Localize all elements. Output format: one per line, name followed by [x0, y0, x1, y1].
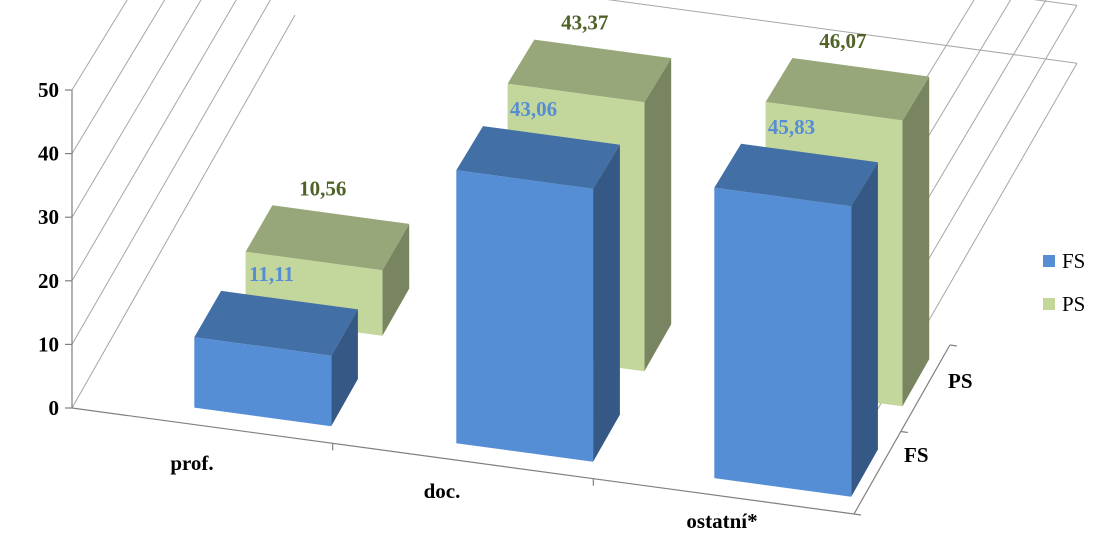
bar-front-face — [714, 187, 852, 497]
bar-side-face — [382, 223, 410, 336]
bar-front-face — [194, 337, 332, 427]
gridline-side — [71, 0, 202, 218]
gridline-back — [1033, 0, 1078, 6]
bar-side-face — [902, 76, 930, 407]
category-label: prof. — [170, 451, 213, 475]
bar-top-face — [765, 58, 930, 121]
data-label: 43,37 — [561, 11, 608, 35]
gridline-back — [607, 0, 1078, 64]
gridline-side — [71, 14, 296, 409]
bar-front-face — [456, 170, 594, 462]
bars-layer — [194, 39, 930, 497]
legend-label-ps: PS — [1062, 292, 1085, 316]
bar-top-face — [714, 143, 878, 207]
gridline-side — [71, 0, 128, 91]
y-tick-label: 50 — [38, 78, 59, 102]
legend-label-fs: FS — [1062, 249, 1085, 273]
labels-layer: 0 10 20 30 40 50 prof. doc. ostatní* FS PS 10,56 43,… — [38, 11, 973, 533]
bar-top-face — [194, 290, 358, 356]
bar-fs-2 — [714, 143, 878, 497]
gridline-side — [71, 0, 237, 282]
category-label: doc. — [424, 479, 461, 503]
y-tick-label: 40 — [38, 142, 59, 166]
data-label: 46,07 — [819, 29, 866, 53]
category-label: ostatní* — [686, 509, 757, 533]
depth-label: FS — [904, 443, 929, 467]
bar-fs-1 — [456, 126, 620, 462]
depth-tick-mark — [853, 513, 862, 516]
bar-side-face — [644, 58, 672, 372]
y-tick-label: 0 — [49, 396, 60, 420]
x-axis-line — [71, 407, 855, 515]
gridline-side — [71, 0, 166, 154]
legend-swatch-fs — [1043, 255, 1055, 267]
y-tick-label: 30 — [38, 205, 59, 229]
data-label: 11,11 — [249, 262, 294, 286]
bar-top-face — [507, 39, 672, 103]
y-tick-label: 20 — [38, 269, 59, 293]
legend: FS PS — [1043, 249, 1085, 316]
gridline-side — [71, 0, 271, 345]
bar-fs-0 — [194, 290, 358, 427]
data-label: 45,83 — [768, 115, 815, 139]
y-tick-label: 10 — [38, 332, 59, 356]
depth-tick-mark — [900, 430, 908, 434]
bar-top-face — [456, 126, 620, 189]
depth-axis-line — [853, 344, 951, 515]
legend-swatch-ps — [1043, 298, 1055, 310]
bar-side-face — [593, 144, 620, 462]
data-label: 43,06 — [510, 97, 557, 121]
bar-top-face — [245, 205, 410, 271]
data-label: 10,56 — [299, 176, 346, 200]
bar-side-face — [851, 162, 878, 497]
bar-side-face — [331, 309, 358, 427]
depth-tick-mark — [949, 344, 957, 347]
depth-label: PS — [948, 369, 973, 393]
